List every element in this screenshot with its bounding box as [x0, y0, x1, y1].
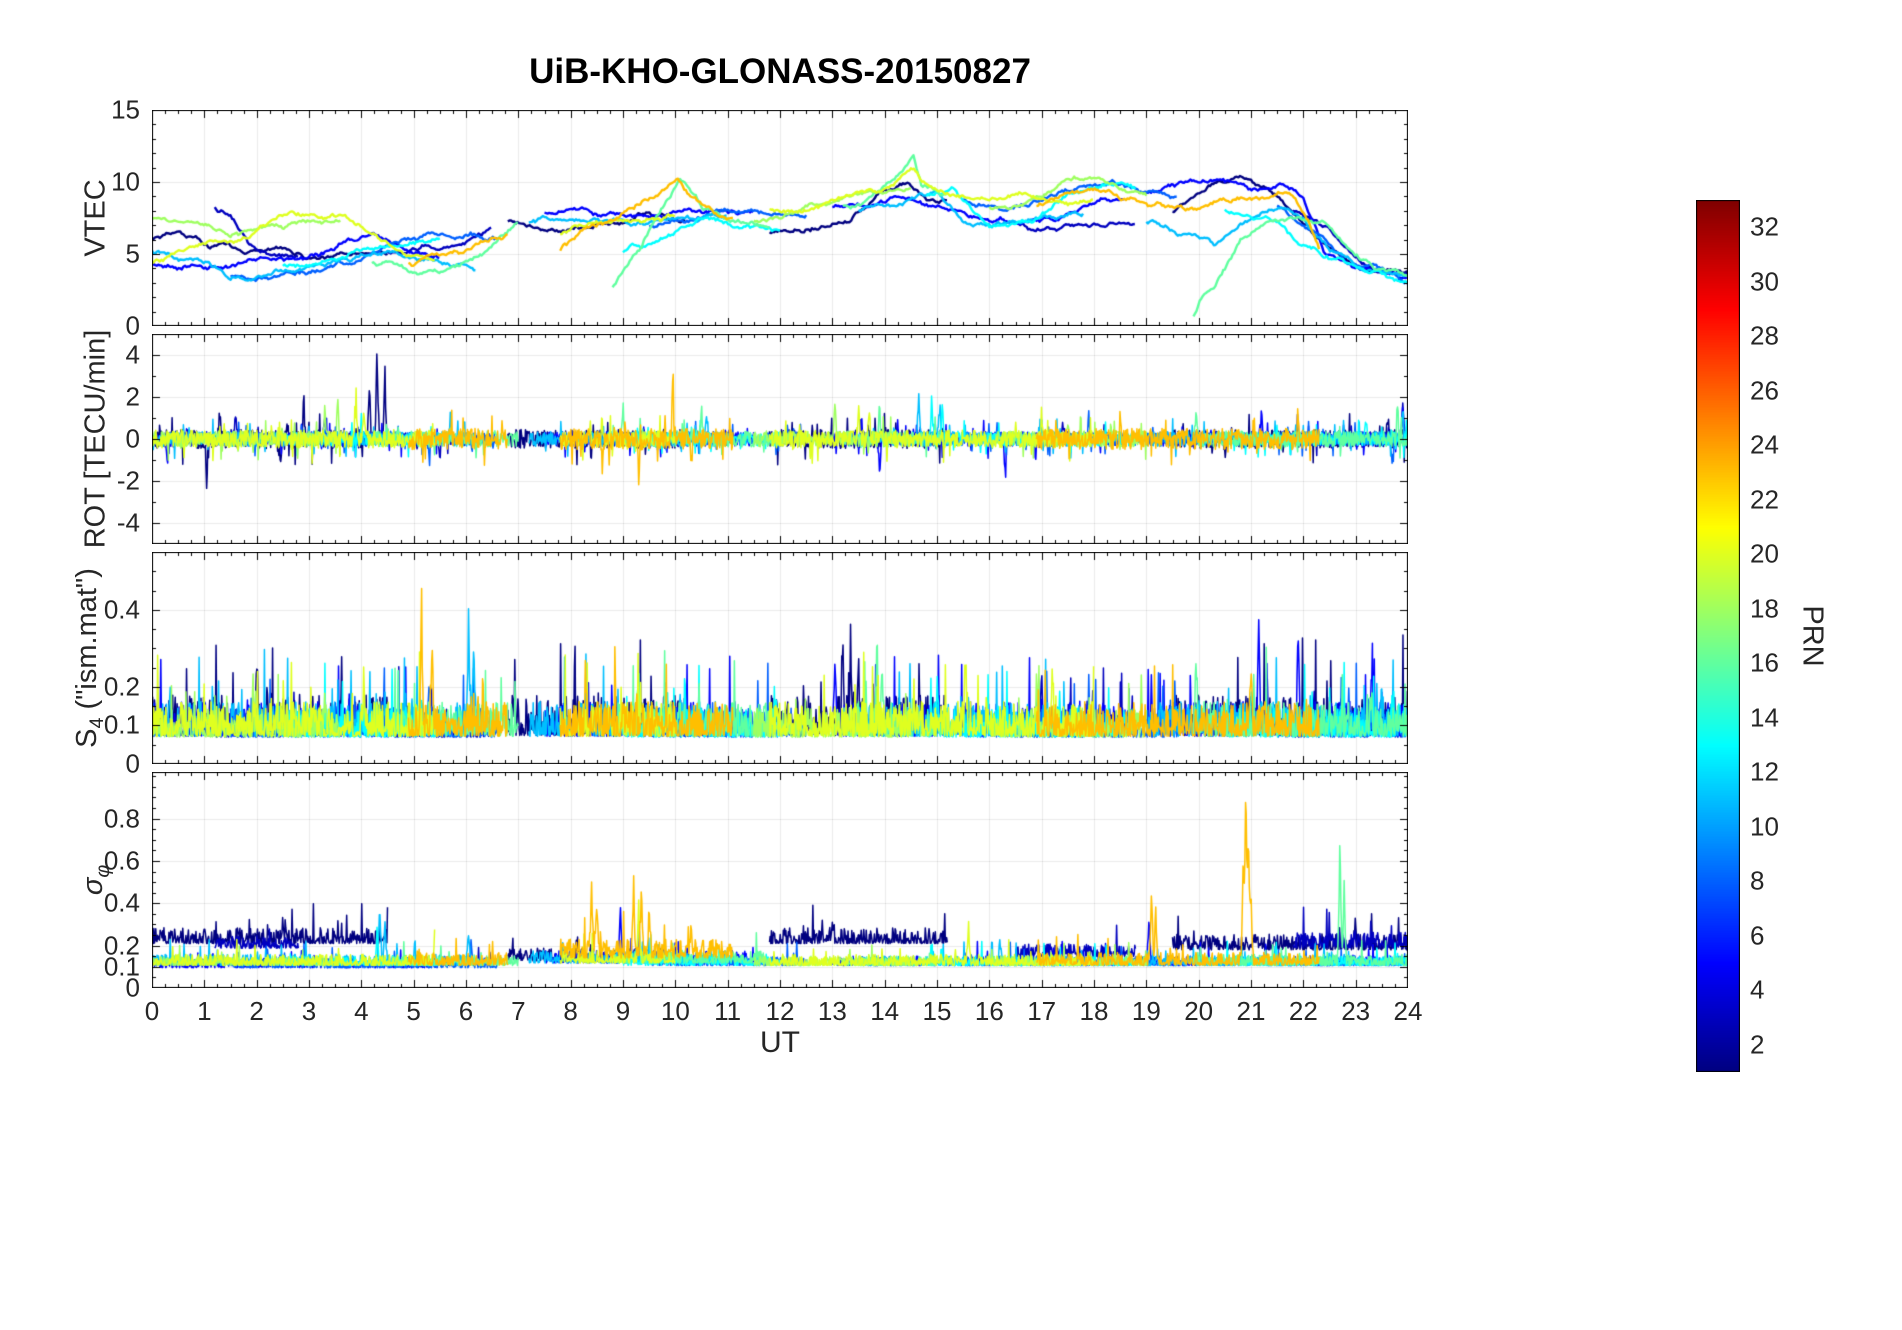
x-tick-label: 24 [1393, 996, 1423, 1026]
y-tick-label: 0.1 [103, 951, 140, 982]
sigma-phi-plot-canvas [152, 772, 1408, 988]
colorbar-tick-label: 6 [1750, 920, 1765, 951]
colorbar-tick-label: 30 [1750, 266, 1779, 297]
colorbar-tick-label: 18 [1750, 593, 1779, 624]
y-tick-label: 2 [125, 381, 140, 412]
colorbar-tick-label: 14 [1750, 702, 1779, 733]
x-tick-label: 7 [511, 996, 526, 1026]
x-tick-label: 12 [765, 996, 795, 1026]
y-tick-label: 5 [125, 238, 140, 269]
x-tick-label: 15 [922, 996, 952, 1026]
x-tick-label: 3 [301, 996, 317, 1026]
x-tick-label: 4 [354, 996, 369, 1026]
vtec-axis-label: VTEC [79, 179, 112, 257]
colorbar-tick-label: 22 [1750, 484, 1779, 515]
x-axis-label: UT [760, 1026, 800, 1059]
x-tick-label: 17 [1027, 996, 1057, 1026]
x-tick-label: 9 [615, 996, 631, 1026]
colorbar-label: PRN [1796, 605, 1829, 667]
y-tick-label: -2 [116, 465, 140, 496]
colorbar-tick-label: 24 [1750, 429, 1779, 460]
x-tick-label: 22 [1288, 996, 1318, 1026]
x-tick-label: 6 [458, 996, 474, 1026]
x-tick-label: 5 [406, 996, 421, 1026]
y-tick-label: 0 [125, 310, 140, 341]
x-tick-label: 1 [197, 996, 212, 1026]
colorbar [1696, 200, 1740, 1072]
colorbar-tick-label: 26 [1750, 375, 1779, 406]
x-tick-label: 10 [660, 996, 690, 1026]
y-tick-label: 0.2 [103, 671, 140, 702]
colorbar-tick-label: 4 [1750, 974, 1765, 1005]
y-tick-label: 0.2 [103, 930, 140, 961]
colorbar-tick-label: 28 [1750, 320, 1779, 351]
y-tick-label: 0.4 [103, 594, 140, 625]
s4-axis-label: S4 ("ism.mat") [71, 568, 108, 748]
colorbar-tick-label: 8 [1750, 865, 1765, 896]
y-tick-label: 0 [125, 972, 140, 1003]
colorbar-tick-label: 2 [1750, 1029, 1765, 1060]
x-tick-label: 19 [1131, 996, 1161, 1026]
s4-plot-canvas [152, 552, 1408, 764]
x-tick-label: 13 [817, 996, 847, 1026]
x-tick-label: 14 [870, 996, 900, 1026]
y-tick-label: 15 [111, 94, 140, 125]
colorbar-tick-label: 20 [1750, 538, 1779, 569]
x-tick-label: 0 [144, 996, 160, 1026]
y-tick-label: 0.8 [103, 803, 140, 834]
x-tick-label: 23 [1341, 996, 1371, 1026]
y-tick-label: 0 [125, 748, 140, 779]
x-tick-label: 20 [1184, 996, 1214, 1026]
x-tick-label: 2 [249, 996, 264, 1026]
sigma-phi-axis-label: σφ [77, 864, 114, 896]
x-tick-label: 21 [1236, 996, 1266, 1026]
y-tick-label: 4 [125, 339, 140, 370]
y-tick-label: 0 [125, 423, 140, 454]
y-tick-label: 0.1 [103, 709, 140, 740]
colorbar-tick-label: 10 [1750, 811, 1779, 842]
vtec-plot-canvas [152, 110, 1408, 326]
rot-axis-label: ROT [TECU/min] [79, 329, 112, 549]
x-tick-label: 18 [1079, 996, 1109, 1026]
y-tick-label: -4 [116, 507, 140, 538]
x-tick-label: 8 [563, 996, 578, 1026]
colorbar-tick-label: 16 [1750, 647, 1779, 678]
chart-title: UiB-KHO-GLONASS-20150827 [529, 52, 1031, 91]
colorbar-tick-label: 12 [1750, 756, 1779, 787]
x-tick-label: 11 [714, 996, 742, 1026]
rot-plot-canvas [152, 334, 1408, 544]
colorbar-tick-label: 32 [1750, 211, 1779, 242]
y-tick-label: 10 [111, 166, 140, 197]
x-tick-label: 16 [974, 996, 1004, 1026]
